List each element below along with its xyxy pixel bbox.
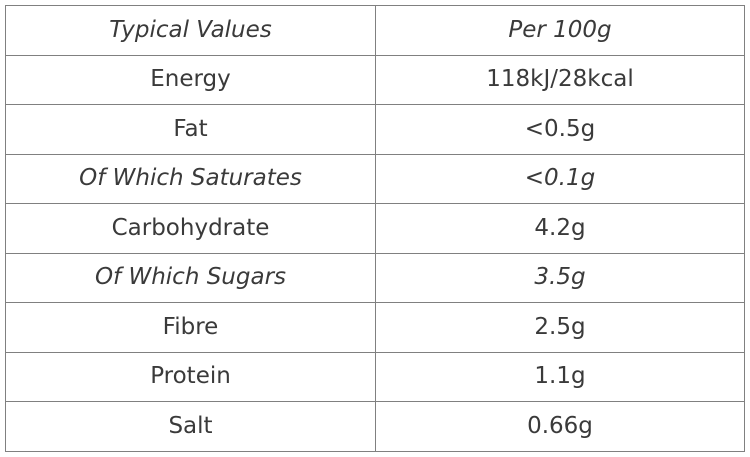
table-row: Fat <0.5g bbox=[5, 104, 745, 155]
nutrient-protein: Protein bbox=[5, 351, 376, 402]
table-row: Energy 118kJ/28kcal bbox=[5, 54, 745, 105]
nutrient-sugars: Of Which Sugars bbox=[5, 252, 376, 303]
table-row: Of Which Sugars 3.5g bbox=[5, 252, 745, 303]
nutrient-energy: Energy bbox=[5, 54, 376, 105]
table-header-row: Typical Values Per 100g bbox=[5, 5, 745, 56]
nutrient-salt: Salt bbox=[5, 401, 376, 452]
value-salt: 0.66g bbox=[375, 401, 745, 452]
value-sugars: 3.5g bbox=[375, 252, 745, 303]
header-per-100g: Per 100g bbox=[375, 5, 745, 56]
value-energy: 118kJ/28kcal bbox=[375, 54, 745, 105]
header-typical-values: Typical Values bbox=[5, 5, 376, 56]
value-saturates: <0.1g bbox=[375, 153, 745, 204]
nutrient-carbohydrate: Carbohydrate bbox=[5, 203, 376, 254]
table-row: Protein 1.1g bbox=[5, 351, 745, 402]
table-row: Fibre 2.5g bbox=[5, 302, 745, 353]
nutrient-fibre: Fibre bbox=[5, 302, 376, 353]
value-fibre: 2.5g bbox=[375, 302, 745, 353]
table-row: Carbohydrate 4.2g bbox=[5, 203, 745, 254]
nutrient-saturates: Of Which Saturates bbox=[5, 153, 376, 204]
nutrient-fat: Fat bbox=[5, 104, 376, 155]
value-fat: <0.5g bbox=[375, 104, 745, 155]
value-carbohydrate: 4.2g bbox=[375, 203, 745, 254]
table-row: Of Which Saturates <0.1g bbox=[5, 153, 745, 204]
nutrition-table: Typical Values Per 100g Energy 118kJ/28k… bbox=[5, 5, 745, 452]
value-protein: 1.1g bbox=[375, 351, 745, 402]
table-row: Salt 0.66g bbox=[5, 401, 745, 452]
